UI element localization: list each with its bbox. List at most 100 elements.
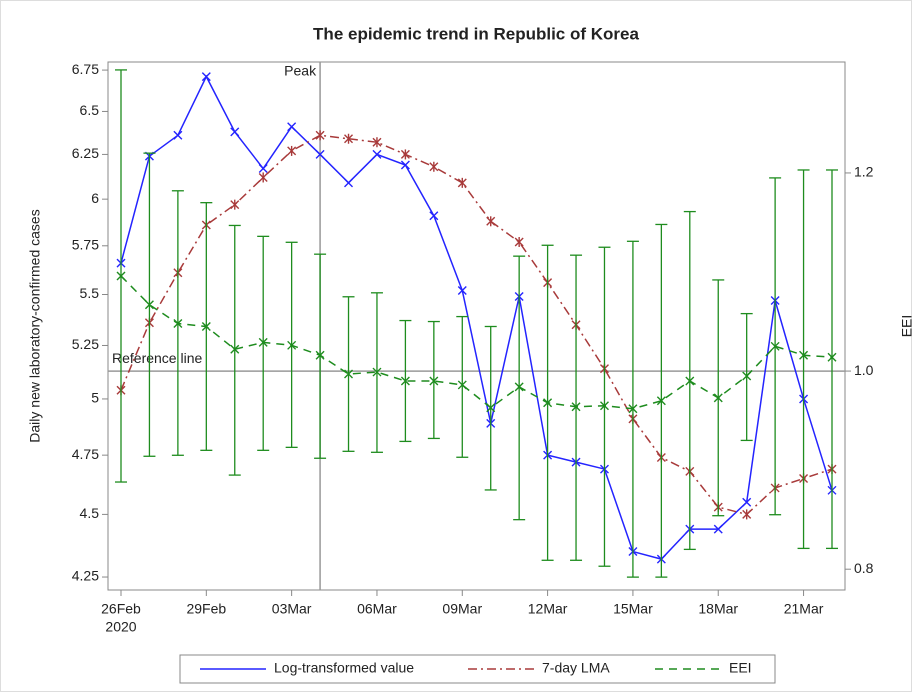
y-tick-label: 6.5 [80,102,100,118]
marker-stroke [372,149,382,159]
marker [287,340,297,350]
marker [400,149,410,160]
marker [713,393,723,403]
marker [287,145,297,156]
marker [372,137,382,148]
marker [599,401,609,411]
marker-stroke [742,497,752,507]
marker [770,341,780,351]
marker [230,344,240,354]
marker [201,322,211,331]
marker-stroke [372,367,382,377]
marker-stroke [514,382,524,392]
y-tick-label: 5.75 [72,236,99,252]
y-axis-label: Daily new laboratory-confirmed cases [27,209,43,442]
marker [258,164,268,174]
marker [315,350,325,360]
marker [173,319,183,329]
marker-stroke [457,380,467,390]
marker [400,376,410,386]
marker-stroke [258,164,268,174]
marker-stroke [628,404,638,414]
marker-stroke [656,396,666,406]
marker [344,133,354,144]
marker-stroke [230,127,240,137]
marker-stroke [287,122,297,132]
marker [315,149,325,159]
marker-stroke [315,350,325,360]
y-tick-label: 4.75 [72,446,99,462]
marker [486,403,496,413]
legend-label: 7-day LMA [542,660,610,676]
marker-stroke [713,393,723,403]
marker-stroke [429,211,439,221]
marker-stroke [799,350,809,360]
y-tick-label: 4.5 [80,505,100,521]
marker-stroke [144,300,154,310]
y-tick-label: 6.75 [72,61,99,77]
marker [685,376,695,386]
marker-stroke [486,403,496,413]
marker-stroke [571,402,581,412]
marker [144,300,154,310]
marker [742,371,752,381]
marker [514,382,524,392]
marker [827,352,837,362]
y2-tick-label: 1.2 [854,164,874,180]
marker [116,271,126,281]
chart-title: The epidemic trend in Republic of Korea [313,24,639,43]
x-tick-label: 06Mar [357,601,397,617]
marker [571,402,581,412]
marker-stroke [201,322,211,331]
marker-stroke [315,149,325,159]
marker-stroke [116,271,126,281]
marker [173,130,183,140]
marker-stroke [173,130,183,140]
reference-label: Reference line [112,350,202,366]
series-line [120,74,833,560]
marker [514,236,524,247]
marker-stroke [344,178,354,188]
marker [742,497,752,507]
marker-stroke [230,344,240,354]
marker [315,130,325,141]
marker-stroke [258,337,268,347]
marker [258,337,268,347]
marker [656,396,666,406]
marker [457,286,467,296]
x-tick-label: 26Feb [101,601,141,617]
marker [258,172,268,183]
marker [429,376,439,386]
marker-stroke [201,72,211,82]
x-tick-label: 12Mar [528,601,568,617]
marker [344,369,354,379]
marker-stroke [287,340,297,350]
marker [429,161,439,172]
marker [429,211,439,221]
marker [628,404,638,414]
y2-tick-label: 0.8 [854,560,874,576]
marker-stroke [770,341,780,351]
marker [742,509,752,520]
marker [372,149,382,159]
marker-stroke [344,369,354,379]
marker [543,398,553,408]
series-line [120,134,833,516]
y-tick-label: 6 [91,190,99,206]
x-tick-label: 15Mar [613,601,653,617]
marker-stroke [400,160,410,170]
y2-axis-label: EEI [899,315,915,338]
x-tick-label: 03Mar [272,601,312,617]
y-tick-label: 5.25 [72,336,99,352]
y2-tick-label: 1.0 [854,362,874,378]
marker [799,350,809,360]
marker [486,216,496,227]
series-line [120,275,833,410]
plot-frame [107,61,846,591]
y-tick-label: 4.25 [72,568,99,584]
marker-stroke [543,398,553,408]
y-tick-label: 5.5 [80,285,100,301]
